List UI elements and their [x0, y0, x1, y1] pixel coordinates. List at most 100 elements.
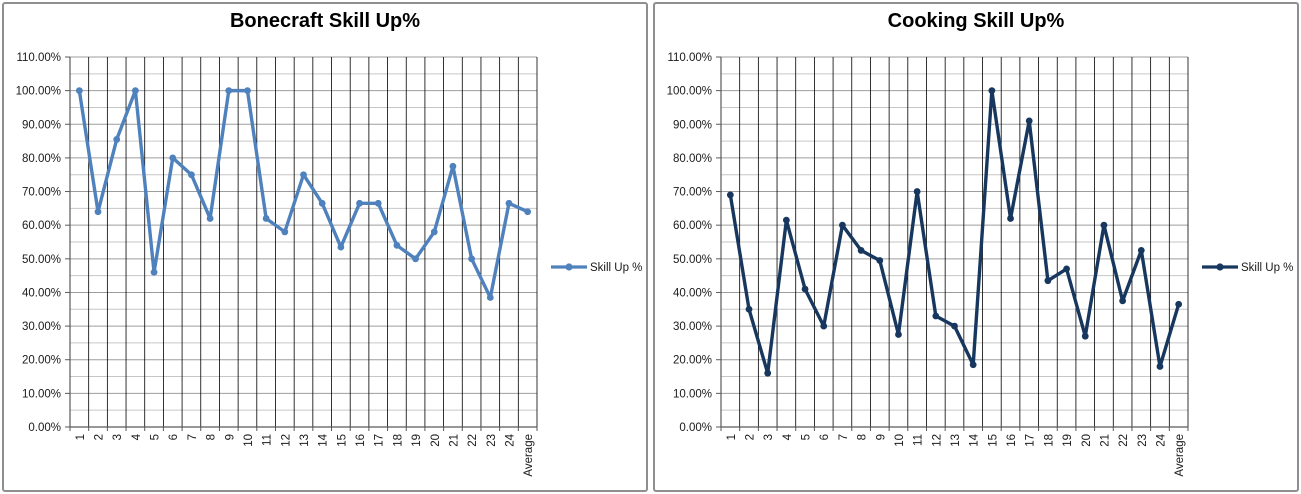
x-axis-tick-label: 22	[1118, 434, 1130, 447]
legend[interactable]: Skill Up %	[551, 262, 642, 274]
x-axis-labels: 1 2 3 4 5 6 7 8 9 10 11 12 13 14 15 16 17 18 19 20 21 22 23 24 A…	[726, 433, 1186, 476]
x-axis-tick-label: 6	[168, 434, 180, 440]
horizontal-major-gridlines	[721, 56, 1188, 394]
y-axis-tick-label: 110.00%	[667, 52, 712, 64]
legend-marker-dot	[565, 263, 573, 271]
data-point-marker	[169, 154, 177, 162]
data-point-marker	[969, 361, 977, 369]
x-axis-tick-label: 23	[1137, 434, 1149, 447]
x-axis-tick-label: 12	[931, 434, 943, 447]
x-axis-tick-label: 14	[318, 433, 330, 446]
y-axis-tick-label: 90.00%	[673, 119, 712, 131]
data-point-marker	[225, 87, 233, 95]
x-axis-tick-label: 16	[355, 434, 367, 447]
x-axis-tick-label: 16	[1006, 434, 1018, 447]
y-axis-tick-label: 80.00%	[673, 153, 712, 165]
x-axis-tick-label: Average	[1174, 434, 1186, 477]
legend-marker-dot	[1216, 263, 1224, 271]
data-point-marker	[1119, 297, 1127, 305]
y-axis-tick-label: 30.00%	[673, 321, 712, 333]
x-axis-tick-label: 24	[504, 433, 516, 446]
data-point-marker	[1081, 332, 1089, 340]
data-point-marker	[782, 216, 790, 224]
axis-ticks	[716, 56, 1189, 431]
data-point-marker	[1007, 215, 1014, 222]
data-point-marker	[318, 199, 326, 207]
y-axis-tick-label: 70.00%	[673, 187, 712, 199]
x-axis-tick-label: 14	[969, 433, 981, 446]
y-axis-tick-label: 20.00%	[673, 355, 712, 367]
data-point-marker	[988, 87, 996, 95]
data-point-marker	[337, 243, 345, 251]
x-axis-tick-label: 4	[131, 433, 143, 440]
x-axis-tick-label: 5	[801, 434, 813, 440]
x-axis-tick-label: 20	[1081, 434, 1093, 447]
data-point-marker	[244, 87, 251, 95]
y-axis-tick-label: 40.00%	[22, 287, 61, 299]
y-axis-tick-label: 20.00%	[22, 355, 61, 367]
data-point-marker	[726, 191, 734, 199]
x-axis-tick-label: 18	[392, 434, 404, 447]
data-point-marker	[951, 322, 958, 330]
y-axis-tick-label: 90.00%	[22, 119, 61, 131]
x-axis-tick-label: 10	[243, 434, 255, 447]
legend[interactable]: Skill Up %	[1202, 262, 1293, 274]
legend-label: Skill Up %	[1241, 262, 1293, 274]
y-axis-tick-label: 0.00%	[28, 422, 61, 434]
data-point-marker	[745, 305, 753, 313]
x-axis-labels: 1 2 3 4 5 6 7 8 9 10 11 12 13 14 15 16 17 18 19 20 21 22 23 24 A…	[75, 433, 535, 476]
y-axis-tick-label: 60.00%	[22, 220, 61, 232]
x-axis-tick-label: 17	[374, 434, 386, 447]
data-point-marker	[1063, 265, 1070, 273]
vertical-gridlines	[88, 57, 538, 427]
data-point-marker	[468, 255, 476, 263]
x-axis-tick-label: 3	[112, 434, 124, 440]
x-axis-tick-label: 15	[336, 434, 348, 447]
x-axis-tick-label: 2	[94, 434, 106, 440]
y-axis-tick-label: 100.00%	[16, 86, 61, 98]
x-axis-tick-label: 21	[1099, 434, 1111, 447]
data-point-marker	[801, 285, 809, 293]
y-axis-tick-label: 80.00%	[22, 153, 61, 165]
chart-panel-cooking: Cooking Skill Up% 0.00% 10.00% 20.00% 30.00…	[653, 2, 1299, 492]
data-point-marker	[150, 268, 158, 276]
y-axis-tick-label: 60.00%	[673, 220, 712, 232]
data-point-marker	[393, 241, 401, 249]
data-point-marker	[356, 199, 363, 207]
data-point-marker	[1175, 300, 1183, 308]
data-point-marker	[94, 208, 102, 216]
x-axis-tick-label: 8	[206, 434, 218, 440]
y-axis-tick-label: 70.00%	[22, 187, 61, 199]
x-axis-tick-label: 1	[75, 434, 87, 440]
data-point-marker	[206, 215, 214, 222]
data-point-marker	[876, 257, 884, 264]
data-point-marker	[188, 171, 195, 179]
x-axis-tick-label: 9	[875, 434, 887, 440]
x-axis-tick-label: 19	[411, 434, 423, 447]
horizontal-major-gridlines	[70, 56, 537, 394]
x-axis-tick-label: 18	[1043, 434, 1055, 447]
data-point-marker	[932, 312, 940, 320]
data-point-marker	[113, 136, 121, 143]
y-axis-tick-label: 10.00%	[673, 388, 712, 400]
data-point-marker	[131, 87, 139, 95]
data-point-marker	[857, 247, 865, 254]
data-point-marker	[1156, 363, 1164, 370]
y-axis-tick-label: 110.00%	[16, 52, 61, 64]
chart-panel-bonecraft: Bonecraft Skill Up% 0.00% 10.00% 20.00% 30.…	[2, 2, 648, 492]
x-axis-tick-label: 6	[819, 434, 831, 440]
x-axis-tick-label: 8	[857, 434, 869, 440]
data-point-marker	[820, 322, 828, 330]
line-chart-bonecraft[interactable]: 0.00% 10.00% 20.00% 30.00% 40.00% 50.00% 60.00…	[4, 4, 646, 490]
x-axis-tick-label: Average	[523, 434, 535, 477]
data-point-marker	[430, 228, 438, 236]
data-point-marker	[1100, 221, 1108, 229]
data-point-marker	[505, 199, 513, 207]
data-point-marker	[1137, 247, 1145, 254]
x-axis-tick-label: 1	[726, 434, 738, 440]
data-point-marker	[486, 294, 494, 301]
x-axis-tick-label: 15	[987, 434, 999, 447]
x-axis-tick-label: 13	[950, 434, 962, 447]
line-chart-cooking[interactable]: 0.00% 10.00% 20.00% 30.00% 40.00% 50.00% 60.00…	[655, 4, 1297, 490]
